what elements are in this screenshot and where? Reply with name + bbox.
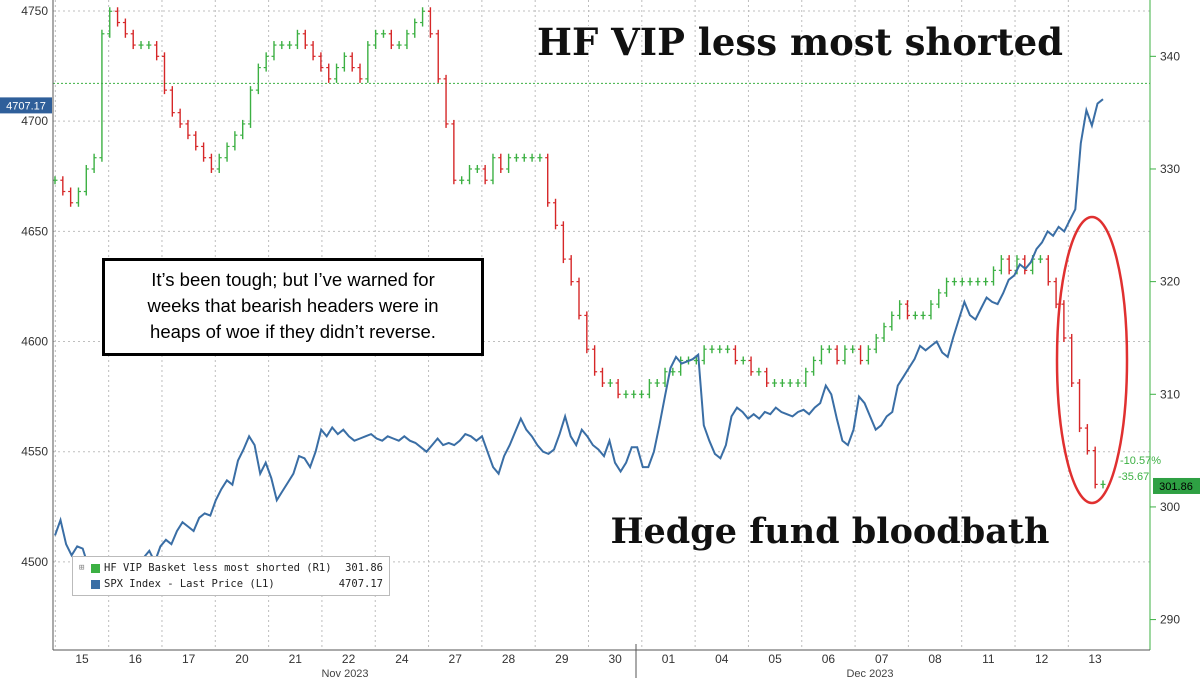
hf-vip-series [52, 7, 1106, 489]
x-tick-label: 15 [75, 652, 89, 666]
x-tick-label: 08 [928, 652, 942, 666]
legend-swatch [91, 563, 100, 573]
x-tick-label: 12 [1035, 652, 1049, 666]
y-right-tick-label: 320 [1160, 275, 1180, 289]
chart-title: HF VIP less most shorted [537, 20, 1063, 64]
legend-label: SPX Index - Last Price (L1) [104, 578, 275, 590]
hf-abs-change: -35.67 [1118, 471, 1149, 483]
x-tick-label: 30 [608, 652, 622, 666]
callout-box: It’s been tough; but I’ve warned for wee… [102, 258, 484, 356]
legend-value: 301.86 [345, 562, 383, 574]
spx-last-badge [0, 97, 52, 114]
spx-series-line [54, 98, 1104, 587]
x-month-label: Nov 2023 [321, 668, 368, 678]
hf-last-badge [1153, 477, 1200, 494]
x-tick-label: 05 [768, 652, 782, 666]
y-right-tick-label: 310 [1160, 387, 1180, 401]
y-left-tick-label: 4600 [21, 335, 48, 349]
legend-item[interactable]: ⊞ HF VIP Basket less most shorted (R1) 3… [79, 560, 383, 576]
x-tick-label: 11 [982, 652, 995, 666]
x-tick-label: 04 [715, 652, 729, 666]
x-tick-label: 28 [502, 652, 516, 666]
x-tick-label: 07 [875, 652, 889, 666]
y-right-tick-label: 340 [1160, 49, 1180, 63]
callout-line: weeks that bearish headers were in [147, 295, 439, 316]
y-left-tick-label: 4550 [21, 445, 48, 459]
legend-label: HF VIP Basket less most shorted (R1) [104, 562, 332, 574]
y-left-tick-label: 4750 [21, 4, 48, 18]
callout-line: heaps of woe if they didn’t reverse. [150, 321, 436, 342]
expand-icon[interactable]: ⊞ [79, 563, 85, 573]
x-tick-label: 06 [822, 652, 836, 666]
axes: 4500 4550 4600 4650 4700 4750 290 300 310 320 330 3… [21, 0, 1180, 678]
y-left-tick-label: 4700 [21, 114, 48, 128]
x-tick-label: 16 [129, 652, 143, 666]
x-tick-label: 29 [555, 652, 569, 666]
legend-swatch [91, 579, 100, 589]
x-tick-label: 01 [662, 652, 676, 666]
x-tick-label: 24 [395, 652, 409, 666]
x-tick-label: 20 [235, 652, 249, 666]
y-right-tick-label: 300 [1160, 500, 1180, 514]
y-right-tick-label: 290 [1160, 613, 1180, 627]
hf-pct-change: -10.57% [1120, 455, 1161, 467]
x-tick-label: 13 [1088, 652, 1102, 666]
callout-line: It’s been tough; but I’ve warned for [151, 269, 435, 290]
x-tick-label: 17 [182, 652, 196, 666]
spx-last-value: 4707.17 [6, 100, 46, 112]
x-month-label: Dec 2023 [846, 668, 893, 678]
value-badges: 4707.17 301.86 -10.57% -35.67 [0, 97, 1200, 494]
legend-item[interactable]: SPX Index - Last Price (L1) 4707.17 [79, 576, 383, 592]
x-tick-label: 21 [289, 652, 303, 666]
x-tick-label: 22 [342, 652, 356, 666]
hf-last-value: 301.86 [1159, 481, 1193, 493]
y-left-tick-label: 4650 [21, 224, 48, 238]
legend: ⊞ HF VIP Basket less most shorted (R1) 3… [72, 556, 390, 596]
legend-value: 4707.17 [338, 578, 383, 590]
bottom-annotation: Hedge fund bloodbath [610, 511, 1049, 552]
x-tick-label: 27 [449, 652, 463, 666]
y-left-tick-label: 4500 [21, 555, 48, 569]
y-right-tick-label: 330 [1160, 162, 1180, 176]
highlight-ellipse [1055, 215, 1129, 505]
